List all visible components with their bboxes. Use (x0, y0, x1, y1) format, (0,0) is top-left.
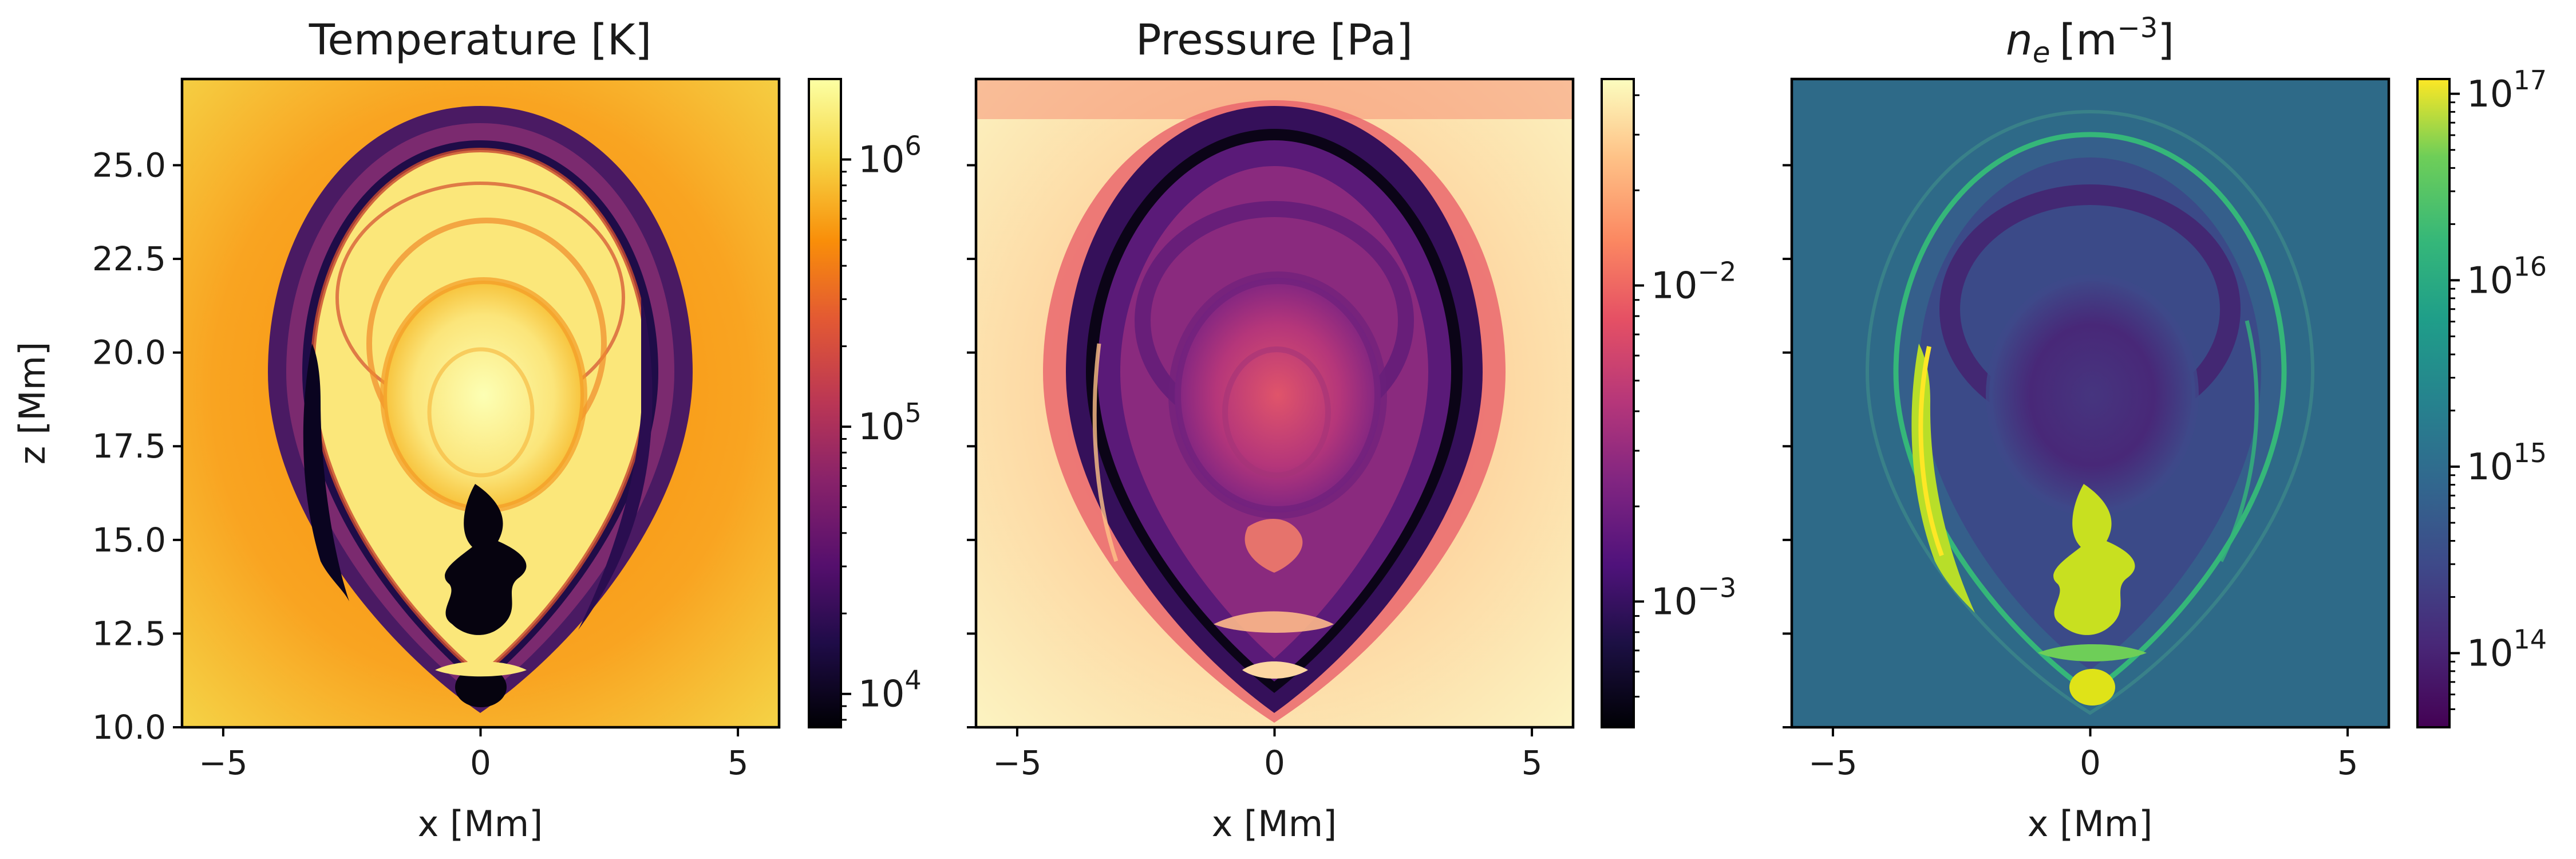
colorbar-ticks: 104 105 106 (841, 130, 922, 721)
panel-electron-density: ne [m−3] −5 0 5 x [Mm] 1014 1015 1016 1017 (1783, 12, 2547, 845)
colorbar (2416, 78, 2451, 728)
heatmap-image (1792, 79, 2389, 727)
x-tick-label: −5 (993, 743, 1042, 782)
inner-bubble (1175, 278, 1381, 513)
right-shell-dark (578, 298, 653, 630)
panel-title: Pressure [Pa] (1136, 15, 1413, 65)
colorbar-tick-label: 10−3 (1651, 572, 1736, 623)
y-tick-label: 22.5 (92, 239, 166, 278)
x-tick-label: −5 (199, 743, 248, 782)
panel-temperature: Temperature [K] −5 0 5 10.0 12.5 15.0 17.5 20.… (11, 15, 922, 845)
colorbar (808, 78, 842, 728)
y-tick-label: 25.0 (92, 145, 166, 184)
colorbar-tick-label: 1016 (2467, 251, 2547, 302)
colorbar-tick-label: 106 (858, 130, 922, 181)
y-tick-label: 10.0 (92, 708, 166, 747)
y-tick-label: 17.5 (92, 427, 166, 466)
panel-title: ne [m−3] (2006, 12, 2174, 69)
left-filament (303, 344, 349, 601)
x-axis-label: x [Mm] (1212, 803, 1337, 845)
x-tick-label: 0 (2080, 743, 2101, 782)
panel-pressure: Pressure [Pa] −5 0 5 x [Mm] 10−3 10−2 (967, 15, 1736, 845)
colorbar-tick-label: 104 (858, 665, 922, 716)
x-tick-label: −5 (1808, 743, 1858, 782)
heatmap-image (182, 79, 779, 727)
panel-title: Temperature [K] (309, 15, 652, 65)
colorbar-ticks: 10−3 10−2 (1634, 94, 1736, 698)
colorbar-tick-label: 1017 (2467, 65, 2547, 116)
x-axis: −5 0 5 (1808, 727, 2358, 782)
cold-filament (445, 484, 527, 635)
heatmap-image (976, 79, 1573, 727)
x-axis-label: x [Mm] (2028, 803, 2153, 845)
x-axis: −5 0 5 (199, 727, 749, 782)
y-axis: 10.0 12.5 15.0 17.5 20.0 22.5 25.0 (92, 145, 182, 747)
colorbar-tick-label: 1015 (2467, 438, 2547, 488)
x-tick-label: 5 (2337, 743, 2358, 782)
colorbar-tick-label: 10−2 (1651, 256, 1736, 307)
y-tick-label: 12.5 (92, 614, 166, 653)
x-tick-label: 0 (1264, 743, 1285, 782)
x-axis-label: x [Mm] (418, 803, 543, 845)
x-axis: −5 0 5 (993, 727, 1543, 782)
x-tick-label: 5 (1522, 743, 1543, 782)
hot-core (384, 281, 584, 510)
y-axis (1783, 164, 1792, 728)
colorbar-ticks: 1014 1015 1016 1017 (2449, 65, 2547, 710)
x-tick-label: 0 (470, 743, 491, 782)
x-tick-label: 5 (728, 743, 749, 782)
y-tick-label: 15.0 (92, 521, 166, 559)
y-tick-label: 20.0 (92, 333, 166, 372)
colorbar-tick-label: 1014 (2467, 624, 2547, 675)
y-axis (967, 164, 976, 728)
colorbar (1601, 78, 1635, 728)
colorbar-tick-label: 105 (858, 397, 922, 448)
y-axis-label: z [Mm] (11, 342, 53, 465)
dense-filament (1911, 344, 1975, 613)
